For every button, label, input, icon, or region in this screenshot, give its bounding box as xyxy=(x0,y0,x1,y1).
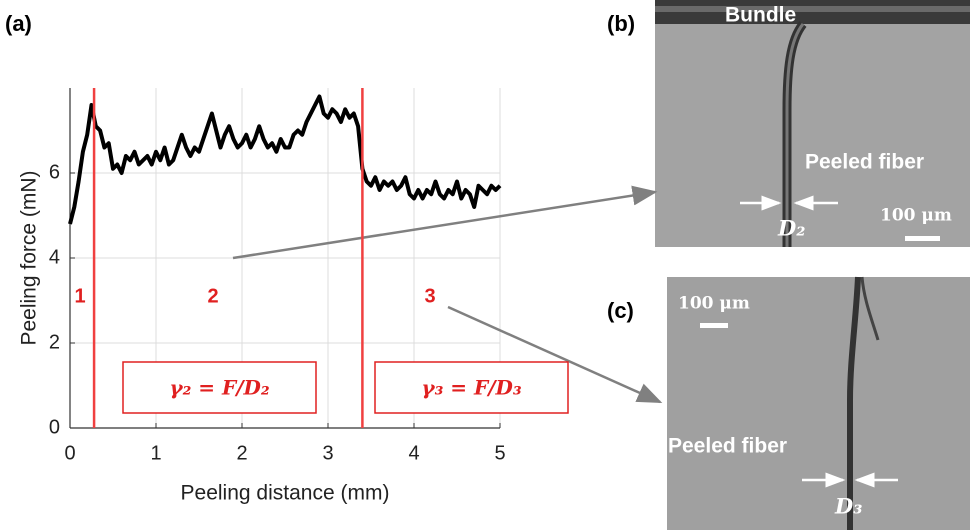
x-tick-label: 3 xyxy=(322,442,333,464)
x-tick-label: 4 xyxy=(408,442,419,464)
formula: γ₃ = F/D₃ xyxy=(421,376,521,400)
y-axis-label: Peeling force (mN) xyxy=(18,170,41,345)
image-label: Peeled fiber xyxy=(805,151,924,174)
y-tick-label: 4 xyxy=(49,246,60,268)
x-tick-label: 1 xyxy=(150,442,161,464)
y-tick-label: 6 xyxy=(49,161,60,183)
panel-label: (c) xyxy=(607,298,634,323)
y-tick-label: 2 xyxy=(49,331,60,353)
region-label: 3 xyxy=(424,285,435,307)
scale-label: 100 μm xyxy=(880,206,952,226)
region-label: 2 xyxy=(207,285,218,307)
micrograph-c xyxy=(667,276,970,530)
panel-label: (a) xyxy=(5,11,32,36)
x-tick-label: 0 xyxy=(64,442,75,464)
formula-box xyxy=(122,361,317,414)
x-tick-label: 2 xyxy=(236,442,247,464)
image-label: Peeled fiber xyxy=(668,435,787,458)
formula-box xyxy=(374,361,569,414)
micrograph-b xyxy=(655,0,970,247)
scale-label: 100 μm xyxy=(678,294,750,314)
region-label: 1 xyxy=(74,285,85,307)
image-label: D₃ xyxy=(834,494,862,519)
x-axis-label: Peeling distance (mm) xyxy=(181,482,390,505)
force-curve xyxy=(68,94,502,225)
image-label: D₂ xyxy=(777,216,805,241)
pointer-arrow xyxy=(232,185,658,260)
y-tick-label: 0 xyxy=(49,416,60,438)
image-label: Bundle xyxy=(725,4,796,27)
panel-label: (b) xyxy=(607,11,635,36)
formula: γ₂ = F/D₂ xyxy=(169,376,269,400)
pointer-arrow xyxy=(447,305,663,404)
x-tick-label: 5 xyxy=(494,442,505,464)
